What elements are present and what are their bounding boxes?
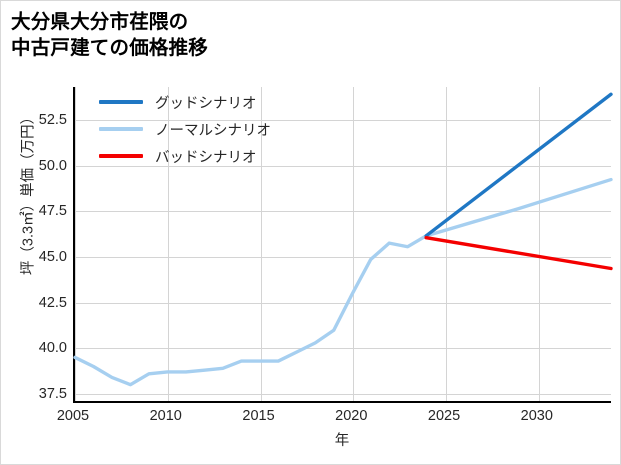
gridline-x: [446, 87, 447, 401]
y-tick-label: 47.5: [38, 203, 67, 220]
legend-item-label: バッドシナリオ: [155, 149, 257, 166]
gridline-y: [75, 120, 611, 121]
legend-swatch-icon: [99, 127, 143, 131]
gridline-y: [75, 166, 611, 167]
legend-swatch-icon: [99, 100, 143, 104]
series-line: [73, 177, 613, 387]
y-tick-label: 40.0: [38, 340, 67, 357]
x-tick-label: 2005: [56, 408, 90, 424]
y-tick-label: 45.0: [38, 248, 67, 265]
plot-area: [73, 87, 613, 403]
x-tick-label: 2010: [149, 408, 182, 424]
x-tick-label: 2025: [427, 408, 461, 424]
gridline-y: [75, 257, 611, 258]
legend-item[interactable]: グッドシナリオ: [99, 93, 271, 112]
gridline-x: [75, 87, 76, 401]
x-tick-label: 2015: [242, 408, 275, 424]
x-axis-title: 年: [334, 433, 350, 449]
gridline-x: [539, 87, 540, 401]
y-tick-label: 50.0: [38, 157, 67, 174]
series-line: [424, 235, 613, 271]
chart-title: 大分県大分市荏隈の 中古戸建ての価格推移: [11, 11, 209, 60]
gridline-y: [75, 303, 611, 304]
x-tick-label: 2020: [335, 408, 368, 424]
legend-item[interactable]: ノーマルシナリオ: [99, 120, 271, 139]
legend-item-label: ノーマルシナリオ: [155, 122, 271, 139]
x-tick-label: 2030: [520, 408, 553, 424]
series-lines: [73, 92, 613, 387]
y-axis-title: 坪（3.3㎡）単価（万円）: [20, 109, 37, 276]
y-tick-label: 42.5: [38, 294, 67, 311]
y-tick-label: 52.5: [38, 111, 67, 128]
series-line: [424, 92, 613, 238]
y-axis-tick-labels: 37.5 40.0 42.5 45.0 47.5 50.0 52.5: [1, 87, 67, 403]
gridline-x: [353, 87, 354, 401]
gridline-y: [75, 394, 611, 395]
gridline-x: [261, 87, 262, 401]
x-axis-tick-labels: 2005 2010 2015 2020 2025 2030: [57, 408, 611, 428]
gridline-x: [168, 87, 169, 401]
chart-legend: グッドシナリオ ノーマルシナリオ バッドシナリオ: [99, 93, 271, 166]
y-tick-label: 37.5: [38, 385, 67, 402]
legend-swatch-icon: [99, 154, 143, 158]
gridline-y: [75, 211, 611, 212]
gridline-y: [75, 348, 611, 349]
legend-item-label: グッドシナリオ: [155, 95, 257, 112]
legend-item[interactable]: バッドシナリオ: [99, 147, 271, 166]
